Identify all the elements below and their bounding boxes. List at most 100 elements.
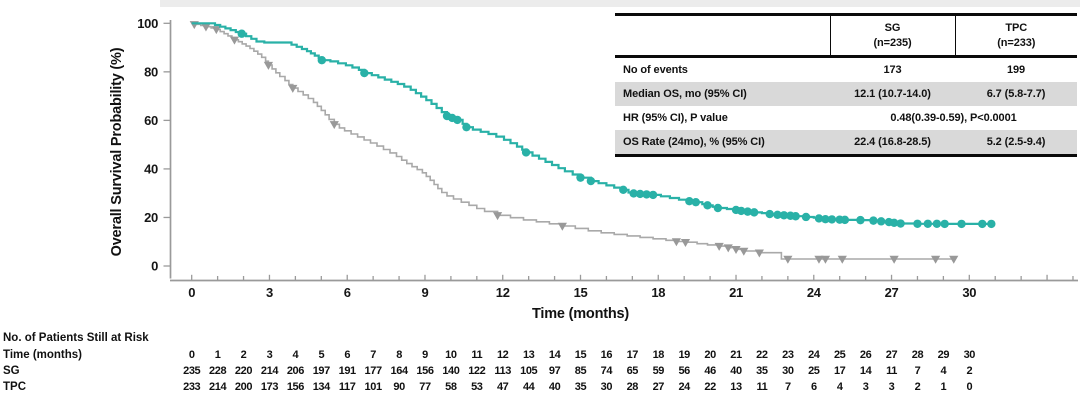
risk-value: 27 bbox=[885, 349, 898, 361]
risk-value: 235 bbox=[183, 365, 201, 377]
tpc-header-n: (n=233) bbox=[997, 36, 1036, 49]
x-tick-label: 9 bbox=[422, 285, 429, 300]
risk-value: 164 bbox=[390, 365, 409, 377]
censor-mark-sg bbox=[856, 215, 865, 225]
risk-value: 56 bbox=[678, 365, 690, 377]
censor-mark-sg bbox=[237, 29, 246, 38]
risk-value: 22 bbox=[704, 381, 716, 393]
censor-mark-tpc bbox=[783, 255, 793, 264]
risk-value: 3 bbox=[862, 381, 869, 393]
risk-value: 140 bbox=[442, 365, 460, 377]
sg-header-n: (n=235) bbox=[873, 36, 912, 49]
censor-mark-sg bbox=[779, 211, 789, 220]
risk-value: 177 bbox=[364, 365, 383, 377]
risk-value: 4 bbox=[292, 349, 299, 361]
risk-value: 105 bbox=[520, 365, 538, 377]
y-tick-label: 20 bbox=[144, 210, 158, 225]
censor-mark-sg bbox=[703, 201, 712, 210]
risk-value: 206 bbox=[286, 365, 305, 377]
risk-value: 0 bbox=[188, 349, 195, 361]
risk-value: 4 bbox=[836, 381, 843, 393]
censor-mark-tpc bbox=[889, 255, 899, 264]
risk-value: 3 bbox=[888, 381, 895, 393]
risk-value: 4 bbox=[940, 365, 947, 377]
risk-value: 40 bbox=[730, 365, 742, 377]
tpc-header-name: TPC bbox=[1005, 22, 1028, 35]
censor-mark-sg bbox=[987, 219, 996, 229]
risk-value: 2 bbox=[966, 365, 973, 377]
risk-value: 0 bbox=[966, 381, 973, 393]
risk-value: 173 bbox=[260, 381, 279, 393]
censor-mark-tpc bbox=[949, 255, 959, 264]
stats-header-tpc: TPC (n=233) bbox=[954, 14, 1077, 58]
risk-value: 233 bbox=[183, 381, 201, 393]
censor-mark-sg bbox=[827, 215, 837, 224]
censor-mark-sg bbox=[737, 206, 746, 216]
censor-mark-sg bbox=[773, 210, 782, 219]
censor-mark-sg bbox=[869, 216, 878, 225]
censor-mark-sg bbox=[840, 215, 850, 225]
censor-mark-tpc bbox=[739, 247, 749, 256]
stats-row-label: HR (95% CI), P value bbox=[623, 112, 728, 124]
risk-value: 113 bbox=[494, 365, 511, 377]
risk-value: 30 bbox=[600, 381, 613, 393]
risk-value: 85 bbox=[574, 365, 587, 377]
censor-mark-sg bbox=[889, 218, 899, 227]
censor-mark-sg bbox=[713, 203, 723, 213]
censor-mark-sg bbox=[876, 217, 886, 226]
x-axis-title: Time (months) bbox=[531, 306, 630, 322]
risk-value: 156 bbox=[286, 381, 305, 393]
x-tick-label: 6 bbox=[344, 285, 351, 300]
stats-value-tpc: 5.2 (2.5-9.4) bbox=[955, 130, 1077, 156]
stats-table: SG (n=235) TPC (n=233) No of events 173 … bbox=[615, 13, 1077, 157]
risk-value: 18 bbox=[652, 349, 665, 361]
censor-mark-sg bbox=[317, 55, 327, 65]
risk-value: 10 bbox=[445, 349, 457, 361]
stats-row-label: OS Rate (24mo), % (95% CI) bbox=[615, 130, 830, 156]
censor-mark-tpc bbox=[931, 255, 941, 264]
censor-mark-tpc bbox=[263, 61, 274, 70]
sg-header-name: SG bbox=[884, 22, 901, 35]
risk-value: 28 bbox=[626, 381, 639, 393]
x-tick-label: 12 bbox=[496, 285, 510, 300]
y-tick-label: 40 bbox=[144, 161, 158, 176]
censor-mark-sg bbox=[642, 190, 651, 199]
censor-mark-sg bbox=[923, 219, 933, 228]
censor-mark-sg bbox=[791, 212, 800, 221]
risk-value: 17 bbox=[626, 349, 639, 361]
risk-value: 13 bbox=[522, 349, 535, 361]
censor-mark-sg bbox=[685, 196, 694, 206]
risk-row-label: Time (months) bbox=[3, 349, 83, 361]
risk-value: 7 bbox=[785, 381, 791, 393]
censor-mark-sg bbox=[586, 176, 596, 186]
risk-value: 214 bbox=[209, 381, 227, 393]
x-tick-label: 0 bbox=[188, 285, 195, 300]
censor-mark-tpc bbox=[229, 36, 240, 45]
censor-mark-tpc bbox=[288, 84, 298, 93]
risk-value: 1 bbox=[214, 349, 221, 361]
stats-value-merged: 0.48(0.39-0.59), P<0.0001 bbox=[890, 112, 1017, 124]
risk-value: 77 bbox=[419, 381, 431, 393]
stats-row-hr: HR (95% CI), P value 0.48(0.39-0.59), P<… bbox=[615, 106, 1077, 130]
stats-header-empty bbox=[615, 14, 830, 58]
censor-mark-tpc bbox=[723, 244, 733, 253]
censor-mark-tpc bbox=[814, 255, 824, 264]
x-tick-label: 21 bbox=[729, 285, 743, 300]
risk-row-tpc: TPC 233 214 200 173 156 134 117 101 90 77 58 53 47 44… bbox=[0, 381, 1080, 395]
risk-value: 21 bbox=[730, 349, 742, 361]
censor-mark-sg bbox=[821, 214, 830, 224]
risk-row-sg: SG 235 228 220 214 206 197 191 177 164 156 140 122 1… bbox=[0, 365, 1080, 379]
risk-value: 28 bbox=[911, 349, 924, 361]
risk-value: 58 bbox=[445, 381, 457, 393]
risk-value: 7 bbox=[914, 365, 921, 377]
stats-row-median-os: Median OS, mo (95% CI) 12.1 (10.7-14.0) … bbox=[615, 82, 1077, 106]
censor-mark-tpc bbox=[671, 238, 682, 247]
censor-mark-sg bbox=[629, 189, 638, 198]
x-tick-label: 24 bbox=[807, 285, 822, 300]
censor-mark-tpc bbox=[837, 255, 847, 264]
risk-value: 5 bbox=[318, 349, 325, 361]
censor-mark-tpc bbox=[714, 242, 724, 251]
y-tick-label: 80 bbox=[144, 64, 158, 79]
risk-value: 2 bbox=[914, 381, 921, 393]
x-tick-label: 27 bbox=[885, 285, 899, 300]
